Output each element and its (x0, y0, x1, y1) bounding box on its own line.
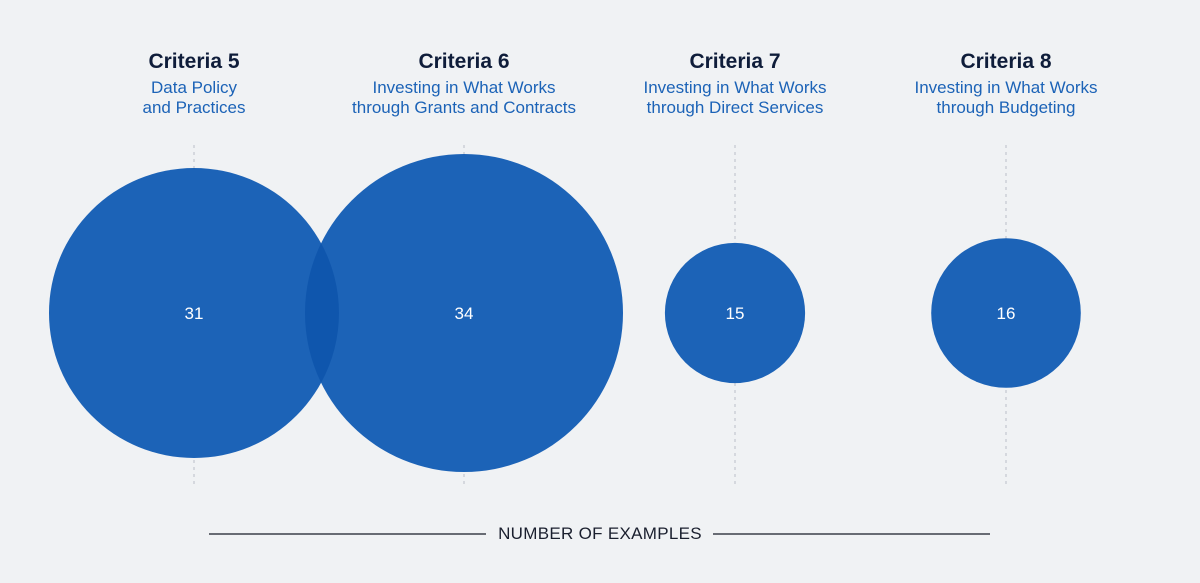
criteria-title-criteria-7: Criteria 7 (689, 50, 780, 73)
bubble-value-criteria-5: 31 (185, 304, 204, 323)
bubble-value-criteria-6: 34 (455, 304, 474, 323)
bubble-criteria-7 (664, 242, 806, 384)
bubble-criteria-6 (305, 154, 623, 472)
x-axis-title: NUMBER OF EXAMPLES (498, 524, 702, 543)
bubble-overlaps (304, 243, 339, 383)
bubbles (49, 154, 1081, 472)
criteria-title-criteria-5: Criteria 5 (148, 50, 239, 73)
criteria-subtitle-criteria-7-line-2: through Direct Services (647, 98, 824, 117)
criteria-subtitle-criteria-6-line-2: through Grants and Contracts (352, 98, 576, 117)
criteria-subtitle-criteria-5-line-1: Data Policy (151, 78, 237, 97)
criteria-subtitle-criteria-7-line-1: Investing in What Works (644, 78, 827, 97)
bubble-overlap-criteria-5-criteria-6 (304, 243, 339, 383)
criteria-title-criteria-8: Criteria 8 (960, 50, 1051, 73)
bubble-criteria-8 (931, 238, 1081, 388)
criteria-subtitle-criteria-5-line-2: and Practices (143, 98, 246, 117)
criteria-subtitle-criteria-8-line-1: Investing in What Works (915, 78, 1098, 97)
criteria-subtitle-criteria-6-line-1: Investing in What Works (373, 78, 556, 97)
criteria-title-criteria-6: Criteria 6 (418, 50, 509, 73)
bubble-value-criteria-8: 16 (997, 304, 1016, 323)
criteria-subtitle-criteria-8-line-2: through Budgeting (937, 98, 1076, 117)
bubble-values: 31 34 15 16 (185, 304, 1016, 323)
x-axis: NUMBER OF EXAMPLES (209, 524, 990, 543)
bubble-value-criteria-7: 15 (726, 304, 745, 323)
bubble-criteria-5 (49, 168, 339, 458)
